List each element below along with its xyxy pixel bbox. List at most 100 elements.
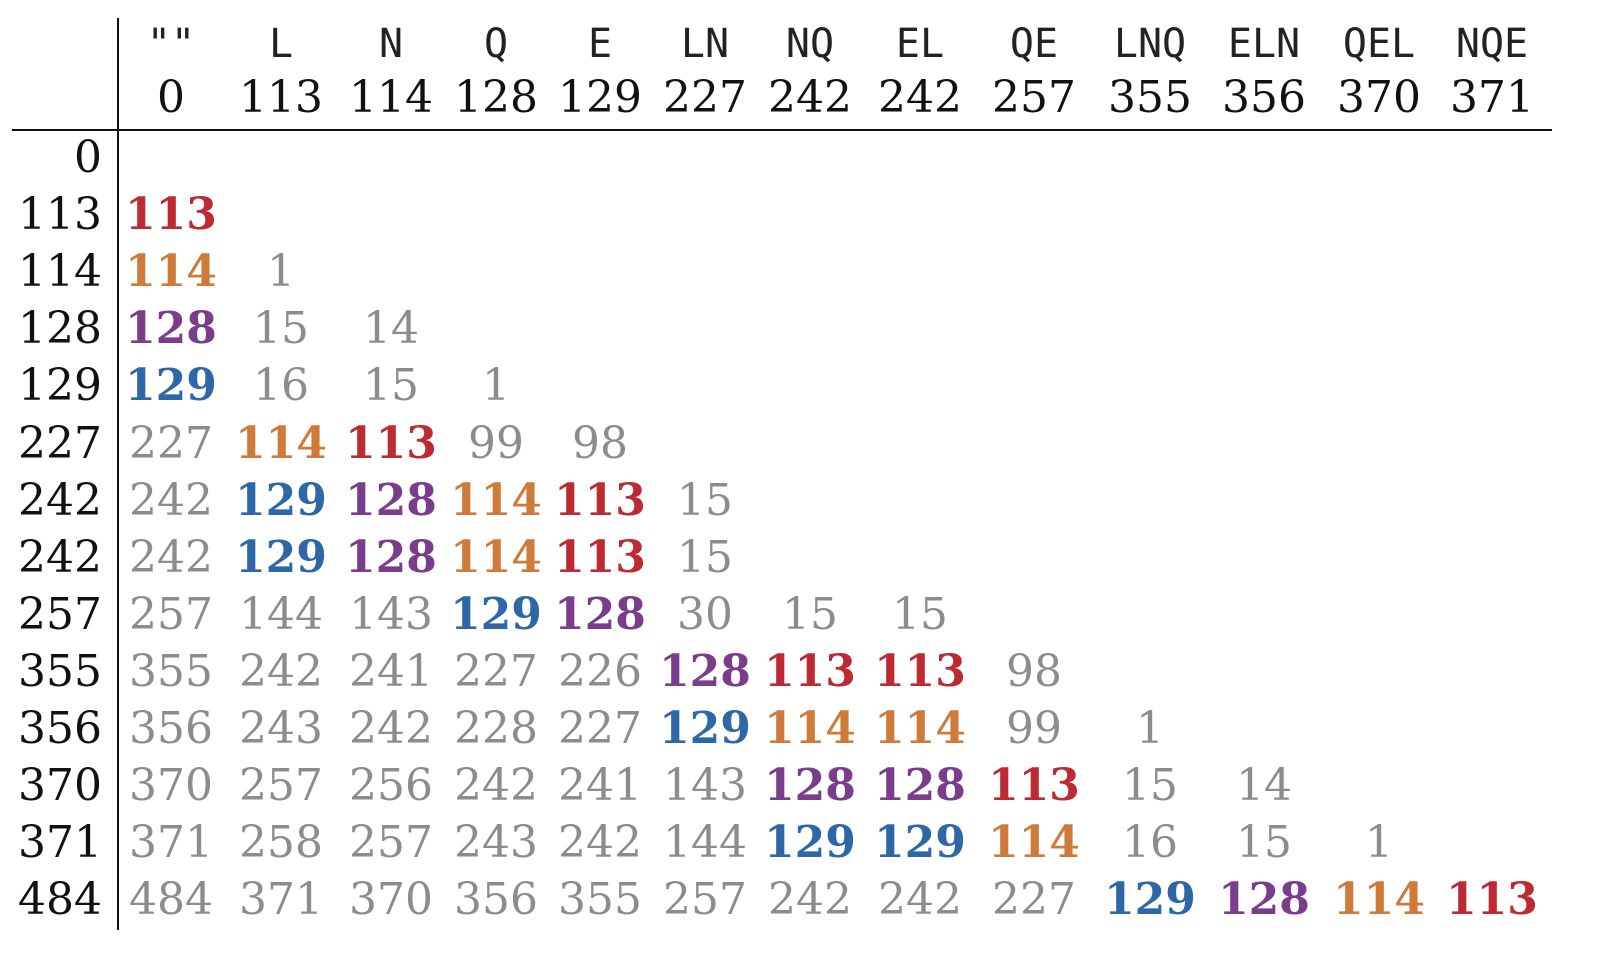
- table-cell: 128: [125, 303, 217, 355]
- table-cell: 243: [239, 703, 323, 754]
- table-cell: 113: [764, 645, 856, 697]
- column-value: 370: [1337, 72, 1421, 123]
- column-value: 114: [349, 72, 433, 123]
- table-cell: 129: [659, 703, 751, 754]
- table-cell: 129: [235, 474, 327, 526]
- table-cell: 128: [659, 645, 751, 697]
- column-code: Q: [483, 21, 509, 67]
- table-cell: 113: [988, 760, 1080, 812]
- column-code: LNQ: [1113, 21, 1187, 67]
- table-cell: 15: [677, 531, 733, 583]
- column-value: 113: [239, 72, 323, 123]
- table-cell: 114: [1333, 874, 1425, 926]
- table-cell: 241: [558, 760, 642, 812]
- table-cell: 114: [125, 246, 217, 298]
- table-cell: 257: [349, 817, 433, 869]
- table-cell: 30: [677, 588, 733, 640]
- table-cell: 128: [1218, 874, 1310, 926]
- table-cell: 113: [874, 645, 966, 697]
- table-cell: 1: [1365, 817, 1393, 869]
- table-cell: 98: [1006, 645, 1062, 697]
- table-cell: 258: [239, 817, 323, 869]
- table-cell: 128: [345, 531, 437, 583]
- table-cell: 14: [363, 303, 419, 355]
- table-cell: 129: [450, 588, 542, 640]
- table-cell: 143: [663, 760, 747, 812]
- row-label: 128: [18, 303, 102, 355]
- table-cell: 14: [1236, 760, 1292, 812]
- table-cell: 1: [1136, 703, 1164, 754]
- table-cell: 15: [1122, 760, 1178, 812]
- table-cell: 113: [554, 474, 646, 526]
- table-cell: 228: [454, 703, 538, 754]
- row-label: 370: [18, 760, 102, 812]
- table-cell: 242: [768, 874, 852, 926]
- table-cell: 241: [349, 645, 433, 697]
- table-cell: 99: [468, 417, 524, 469]
- table-cell: 129: [125, 360, 217, 412]
- table-cell: 128: [345, 474, 437, 526]
- table-cell: 15: [782, 588, 838, 640]
- row-label: 113: [18, 189, 102, 241]
- row-label: 129: [18, 360, 102, 412]
- table-cell: 129: [1104, 874, 1196, 926]
- table-cell: 243: [454, 817, 538, 869]
- row-label: 257: [18, 588, 102, 640]
- column-value: 129: [558, 72, 642, 123]
- column-code: NQE: [1455, 21, 1529, 67]
- column-code: N: [378, 21, 404, 67]
- table-cell: 227: [129, 417, 213, 469]
- table-cell: 226: [558, 645, 642, 697]
- table-cell: 98: [572, 417, 628, 469]
- table-cell: 1: [482, 360, 510, 412]
- table-cell: 128: [874, 760, 966, 812]
- table-cell: 114: [450, 531, 542, 583]
- table-cell: 15: [892, 588, 948, 640]
- table-cell: 15: [1236, 817, 1292, 869]
- table-cell: 371: [239, 874, 323, 926]
- table-cell: 113: [1446, 874, 1538, 926]
- table-cell: 257: [129, 588, 213, 640]
- table-cell: 370: [349, 874, 433, 926]
- column-code: L: [268, 21, 294, 67]
- table-cell: 356: [129, 703, 213, 754]
- table-cell: 114: [874, 703, 966, 754]
- row-label: 242: [18, 531, 102, 583]
- row-label: 356: [18, 703, 102, 754]
- column-value: 257: [992, 72, 1076, 123]
- column-value: 242: [768, 72, 852, 123]
- column-value: 371: [1450, 72, 1534, 123]
- column-value: 356: [1222, 72, 1306, 123]
- table-cell: 113: [554, 531, 646, 583]
- table-cell: 114: [988, 817, 1080, 869]
- column-code: "": [146, 21, 196, 67]
- column-value: 128: [454, 72, 538, 123]
- table-cell: 114: [235, 417, 327, 469]
- table-cell: 355: [558, 874, 642, 926]
- table-cell: 355: [129, 645, 213, 697]
- column-code: ELN: [1227, 21, 1301, 67]
- table-cell: 128: [554, 588, 646, 640]
- table-cell: 257: [239, 760, 323, 812]
- row-label: 242: [18, 474, 102, 526]
- table-cell: 227: [992, 874, 1076, 926]
- column-value: 242: [878, 72, 962, 123]
- table-cell: 227: [558, 703, 642, 754]
- table-cell: 356: [454, 874, 538, 926]
- row-label: 355: [18, 645, 102, 697]
- table-cell: 15: [363, 360, 419, 412]
- column-code: LN: [680, 21, 730, 67]
- table-cell: 99: [1006, 703, 1062, 754]
- table-cell: 257: [663, 874, 747, 926]
- column-value: 227: [663, 72, 747, 123]
- table-cell: 16: [1122, 817, 1178, 869]
- column-code: QE: [1009, 21, 1059, 67]
- table-cell: 242: [129, 531, 213, 583]
- column-code: QEL: [1342, 21, 1416, 67]
- row-label: 0: [74, 132, 102, 183]
- table-cell: 242: [129, 474, 213, 526]
- table-cell: 16: [253, 360, 309, 412]
- column-code: E: [587, 21, 613, 67]
- column-value: 0: [157, 72, 185, 123]
